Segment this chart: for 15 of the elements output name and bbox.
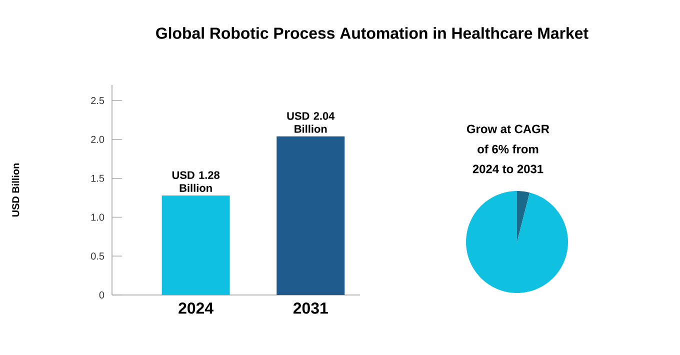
data-label: USD 1.28 Billion — [172, 171, 220, 192]
data-label: USD 2.04 Billion — [287, 112, 335, 133]
y-tick-label: 0.5 — [91, 252, 104, 260]
y-tick-label: 1.0 — [91, 214, 104, 221]
text: 2024 to 2031 — [472, 164, 544, 174]
text: of 6% from — [478, 144, 538, 154]
y-axis-title: USD Billion — [12, 164, 20, 217]
chart-title: Global Robotic Process Automation in Healthcare Market — [156, 27, 588, 39]
y-tick-label: 2.0 — [91, 136, 104, 143]
x-tick-label: 2024 — [178, 302, 214, 314]
x-tick-label: 2031 — [293, 302, 328, 314]
text: Grow at CAGR — [466, 124, 550, 134]
y-tick-label: 2.5 — [91, 97, 104, 104]
y-tick-label: 0 — [99, 291, 104, 299]
y-tick-label: 1.5 — [91, 174, 104, 182]
